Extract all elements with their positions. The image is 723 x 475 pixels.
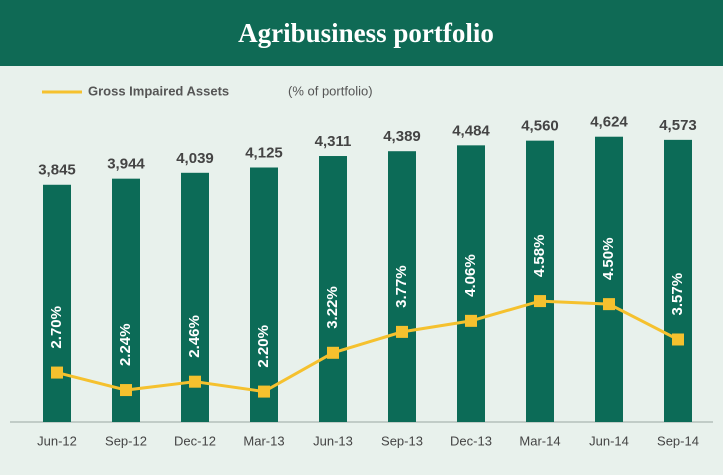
bar — [526, 140, 554, 422]
bar — [457, 145, 485, 423]
line-value-label: 2.20% — [255, 325, 272, 368]
line-marker — [258, 385, 270, 398]
bar-value-label: 4,389 — [383, 128, 421, 145]
line-marker — [189, 375, 201, 388]
bar — [664, 139, 692, 422]
chart-title: Agribusiness portfolio — [238, 18, 494, 48]
x-tick-label: Mar-14 — [519, 433, 560, 448]
line-value-label: 2.70% — [48, 306, 65, 349]
x-tick-label: Mar-13 — [243, 433, 284, 448]
line-value-label: 2.46% — [186, 315, 203, 358]
line-value-label: 3.77% — [393, 265, 410, 308]
bar-value-label: 3,845 — [38, 162, 76, 179]
x-tick-label: Dec-12 — [174, 433, 216, 448]
x-tick-label: Sep-14 — [657, 433, 699, 448]
legend-label: Gross Impaired Assets — [88, 83, 229, 98]
bar — [388, 151, 416, 423]
bar — [319, 156, 347, 422]
bar — [595, 136, 623, 422]
bar-value-label: 4,624 — [590, 114, 628, 131]
line-value-label: 2.24% — [117, 324, 134, 367]
line — [56, 299, 679, 394]
line-value-label: 3.22% — [324, 286, 341, 329]
line-marker — [51, 366, 63, 379]
bar-value-label: 4,573 — [659, 117, 697, 134]
line-marker — [534, 295, 546, 308]
line-value-label: 4.06% — [462, 254, 479, 297]
bar — [250, 167, 278, 422]
bar-value-label: 4,484 — [452, 122, 490, 139]
line-value-label: 3.57% — [669, 273, 686, 316]
bar — [112, 178, 140, 422]
header-band — [0, 0, 723, 66]
line-marker — [465, 314, 477, 327]
x-tick-label: Sep-13 — [381, 433, 423, 448]
bar-value-label: 3,944 — [107, 156, 145, 173]
x-tick-label: Jun-12 — [37, 433, 77, 448]
line-value-label: 4.50% — [600, 238, 617, 281]
x-tick-label: Sep-12 — [105, 433, 147, 448]
bar — [43, 184, 71, 422]
legend-note: (% of portfolio) — [288, 83, 373, 98]
line-value-label: 4.58% — [531, 235, 548, 278]
x-tick-label: Jun-14 — [589, 433, 629, 448]
line-marker — [672, 333, 684, 346]
bar-value-label: 4,311 — [315, 133, 352, 150]
line-marker — [327, 346, 339, 359]
bar-value-label: 4,560 — [521, 118, 559, 135]
x-tick-label: Jun-13 — [313, 433, 353, 448]
bar-value-label: 4,039 — [176, 150, 214, 167]
line-marker — [120, 384, 132, 397]
bar-value-label: 4,125 — [245, 144, 283, 161]
line-marker — [603, 298, 615, 311]
line-marker — [396, 325, 408, 338]
x-tick-label: Dec-13 — [450, 433, 492, 448]
